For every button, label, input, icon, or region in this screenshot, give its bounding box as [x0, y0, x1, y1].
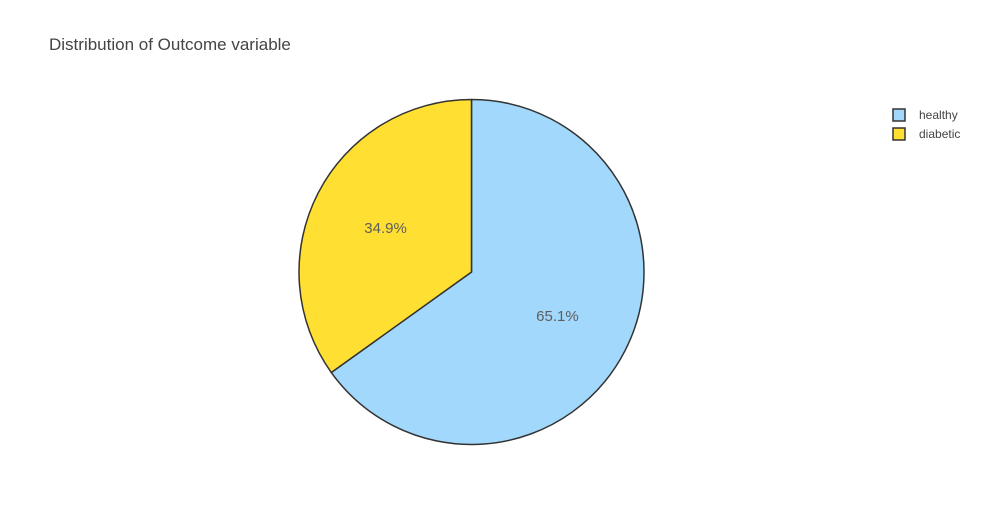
- legend: healthy diabetic: [892, 108, 960, 141]
- legend-item-healthy[interactable]: healthy: [892, 108, 958, 122]
- legend-swatch-diabetic: [892, 127, 906, 141]
- legend-item-diabetic[interactable]: diabetic: [892, 127, 960, 141]
- legend-swatch-healthy: [892, 108, 906, 122]
- legend-label-healthy: healthy: [919, 108, 958, 122]
- slice-label-healthy: 65.1%: [536, 308, 579, 325]
- pie-slice-labels: 65.1% 34.9%: [364, 220, 578, 325]
- pie-slices: [298, 98, 645, 446]
- pie-slice-diabetic[interactable]: [298, 98, 473, 374]
- chart-title: Distribution of Outcome variable: [49, 35, 291, 54]
- pie-slice-healthy[interactable]: [330, 98, 645, 446]
- legend-label-diabetic: diabetic: [919, 127, 960, 141]
- slice-label-diabetic: 34.9%: [364, 220, 407, 237]
